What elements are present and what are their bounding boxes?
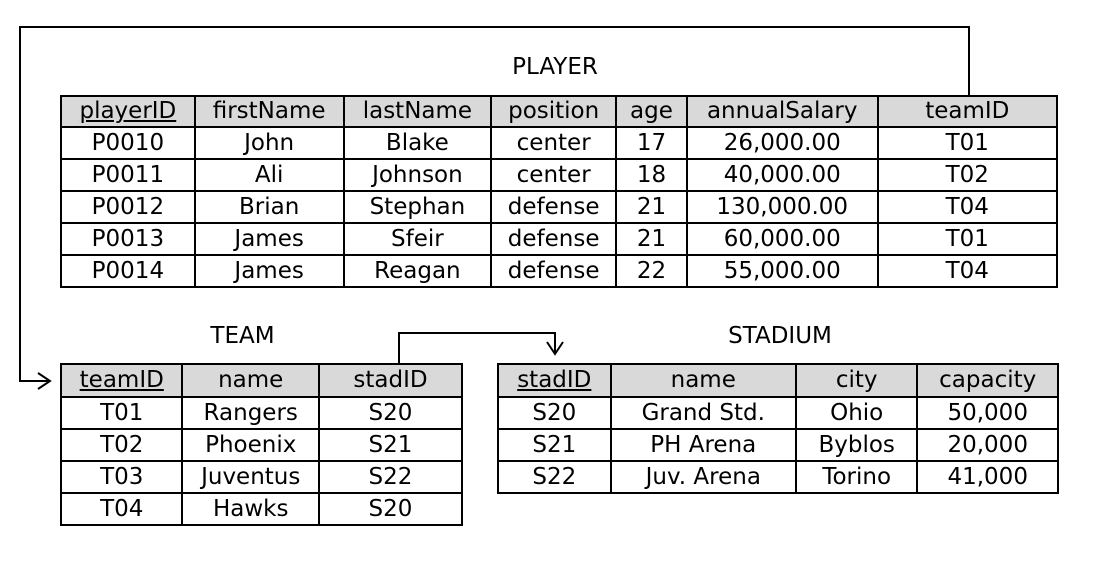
team-table-row: T01 Rangers S20 <box>59 396 464 430</box>
player-table-cell: 60,000.00 <box>685 222 879 256</box>
player-table-cell: 40,000.00 <box>685 158 879 192</box>
team-table-row: T04 Hawks S20 <box>59 492 464 526</box>
player-table-cell: center <box>490 158 618 192</box>
team-table-cell: T04 <box>59 492 184 526</box>
stadium-table-cell: Juv. Arena <box>609 460 797 494</box>
player-column-header: lastName <box>342 95 493 128</box>
stadium-table: stadID name city capacity S20 Grand Std. Ohio 5… <box>497 363 1059 494</box>
player-table-row: P0010 John Blake center 17 26,000.00 T01 <box>60 126 1059 160</box>
player-table-cell: P0013 <box>60 222 196 256</box>
player-table-cell: Blake <box>342 126 493 160</box>
player-table-cell: James <box>193 222 345 256</box>
player-table-cell: Sfeir <box>342 222 493 256</box>
player-table-cell: T04 <box>876 190 1059 224</box>
player-column-header: teamID <box>876 95 1059 128</box>
stadium-table-cell: Ohio <box>794 396 919 430</box>
team-table-cell: S21 <box>317 428 464 462</box>
stadium-column-header: stadID <box>497 363 612 398</box>
player-table-cell: T04 <box>876 254 1059 288</box>
fk-player-team-connector <box>19 26 970 382</box>
team-table-cell: Rangers <box>181 396 320 430</box>
stadium-header-row: stadID name city capacity <box>497 363 1059 398</box>
team-table-cell: S22 <box>317 460 464 494</box>
stadium-table-row: S20 Grand Std. Ohio 50,000 <box>497 396 1059 430</box>
stadium-table-cell: 20,000 <box>916 428 1059 462</box>
stadium-table-cell: Grand Std. <box>609 396 797 430</box>
player-column-header: annualSalary <box>685 95 879 128</box>
player-table-cell: defense <box>490 254 618 288</box>
player-table-cell: T02 <box>876 158 1059 192</box>
team-column-header: name <box>181 363 320 398</box>
team-table-cell: Hawks <box>181 492 320 526</box>
player-table-cell: Johnson <box>342 158 493 192</box>
stadium-table-cell: PH Arena <box>609 428 797 462</box>
player-table-cell: Stephan <box>342 190 493 224</box>
team-table-row: T03 Juventus S22 <box>59 460 464 494</box>
player-table-row: P0011 Ali Johnson center 18 40,000.00 T02 <box>60 158 1059 192</box>
player-table-cell: defense <box>490 190 618 224</box>
player-table-cell: 17 <box>615 126 688 160</box>
team-table-row: T02 Phoenix S21 <box>59 428 464 462</box>
fk-team-stadium-connector <box>398 332 556 363</box>
player-table-cell: Ali <box>193 158 345 192</box>
player-table-cell: 18 <box>615 158 688 192</box>
player-column-header: firstName <box>193 95 345 128</box>
player-table-cell: 55,000.00 <box>685 254 879 288</box>
team-table-cell: Juventus <box>181 460 320 494</box>
stadium-column-header: name <box>609 363 797 398</box>
team-table-cell: T01 <box>59 396 184 430</box>
player-table: playerID firstName lastName position age annu… <box>60 95 1059 288</box>
player-table-cell: defense <box>490 222 618 256</box>
player-table-cell: center <box>490 126 618 160</box>
player-table-cell: 21 <box>615 190 688 224</box>
player-table-row: P0013 James Sfeir defense 21 60,000.00 T01 <box>60 222 1059 256</box>
team-table-cell: T02 <box>59 428 184 462</box>
player-table-cell: Brian <box>193 190 345 224</box>
team-header-row: teamID name stadID <box>59 363 464 398</box>
player-table-cell: James <box>193 254 345 288</box>
stadium-table-cell: 50,000 <box>916 396 1059 430</box>
team-table-cell: S20 <box>317 492 464 526</box>
player-table-cell: 22 <box>615 254 688 288</box>
stadium-column-header: city <box>794 363 919 398</box>
player-table-cell: P0011 <box>60 158 196 192</box>
stadium-table-cell: S20 <box>497 396 612 430</box>
player-table-cell: P0010 <box>60 126 196 160</box>
player-table-row: P0014 James Reagan defense 22 55,000.00 T04 <box>60 254 1059 288</box>
player-table-title: PLAYER <box>512 54 598 80</box>
team-table-cell: S20 <box>317 396 464 430</box>
player-table-cell: T01 <box>876 126 1059 160</box>
stadium-table-cell: Torino <box>794 460 919 494</box>
player-table-cell: P0012 <box>60 190 196 224</box>
player-table-row: P0012 Brian Stephan defense 21 130,000.00 T04 <box>60 190 1059 224</box>
team-table-cell: Phoenix <box>181 428 320 462</box>
stadium-table-cell: Byblos <box>794 428 919 462</box>
stadium-column-header: capacity <box>916 363 1059 398</box>
player-column-header: position <box>490 95 618 128</box>
team-table: teamID name stadID T01 Rangers S20 T02 Phoenix S… <box>59 363 464 526</box>
stadium-table-title: STADIUM <box>728 323 832 349</box>
player-table-cell: 26,000.00 <box>685 126 879 160</box>
player-table-cell: 21 <box>615 222 688 256</box>
team-column-header: stadID <box>317 363 464 398</box>
team-table-cell: T03 <box>59 460 184 494</box>
stadium-table-row: S22 Juv. Arena Torino 41,000 <box>497 460 1059 494</box>
player-column-header: age <box>615 95 688 128</box>
player-table-cell: T01 <box>876 222 1059 256</box>
player-header-row: playerID firstName lastName position age annu… <box>60 95 1059 128</box>
team-table-title: TEAM <box>210 323 275 349</box>
player-table-cell: John <box>193 126 345 160</box>
stadium-table-row: S21 PH Arena Byblos 20,000 <box>497 428 1059 462</box>
fk-team-stadium-arrowhead <box>546 341 564 356</box>
player-table-cell: Reagan <box>342 254 493 288</box>
player-table-cell: P0014 <box>60 254 196 288</box>
team-column-header: teamID <box>59 363 184 398</box>
stadium-table-cell: S22 <box>497 460 612 494</box>
stadium-table-cell: 41,000 <box>916 460 1059 494</box>
fk-player-team-arrowhead <box>37 372 52 390</box>
player-table-cell: 130,000.00 <box>685 190 879 224</box>
stadium-table-cell: S21 <box>497 428 612 462</box>
player-column-header: playerID <box>60 95 196 128</box>
